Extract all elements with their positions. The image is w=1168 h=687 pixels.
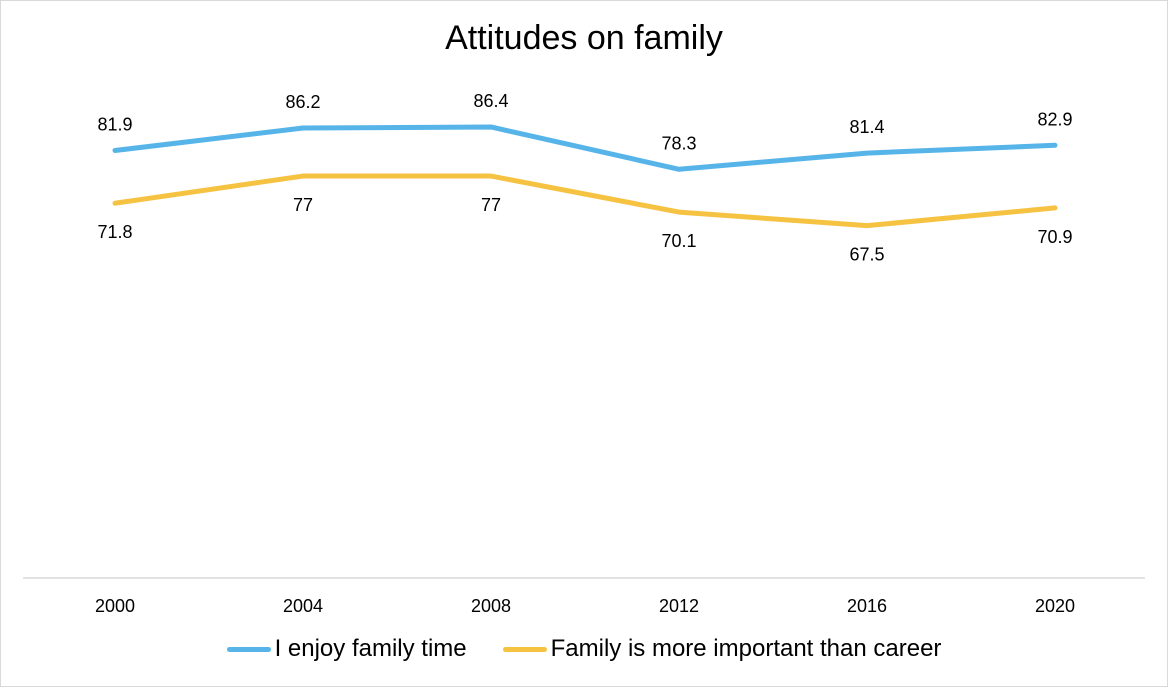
x-tick-label: 2000 bbox=[95, 596, 135, 616]
data-label: 78.3 bbox=[661, 133, 696, 153]
legend-label-enjoy: I enjoy family time bbox=[274, 635, 467, 662]
legend-swatch-important bbox=[502, 646, 547, 652]
x-tick-label: 2004 bbox=[283, 596, 323, 616]
data-label: 86.4 bbox=[473, 91, 508, 111]
legend: I enjoy family time Family is more impor… bbox=[1, 635, 1167, 663]
series-line-1 bbox=[112, 173, 1058, 229]
data-label: 70.1 bbox=[661, 231, 696, 251]
data-label: 77 bbox=[293, 195, 313, 215]
legend-label-important: Family is more important than career bbox=[550, 635, 942, 662]
data-label: 81.9 bbox=[97, 114, 132, 134]
data-label: 77 bbox=[481, 195, 501, 215]
x-tick-label: 2020 bbox=[1035, 596, 1075, 616]
data-label: 81.4 bbox=[849, 117, 884, 137]
data-label: 71.8 bbox=[97, 222, 132, 242]
series-line-0 bbox=[112, 124, 1058, 172]
legend-item-enjoy: I enjoy family time bbox=[226, 635, 467, 663]
x-tick-label: 2012 bbox=[659, 596, 699, 616]
data-label: 86.2 bbox=[285, 92, 320, 112]
data-label: 70.9 bbox=[1037, 227, 1072, 247]
legend-swatch-enjoy bbox=[226, 646, 271, 652]
legend-item-important: Family is more important than career bbox=[502, 635, 942, 663]
chart-title: Attitudes on family bbox=[445, 19, 723, 57]
x-tick-label: 2008 bbox=[471, 596, 511, 616]
data-label: 67.5 bbox=[849, 245, 884, 265]
x-tick-label: 2016 bbox=[847, 596, 887, 616]
data-label: 82.9 bbox=[1037, 109, 1072, 129]
